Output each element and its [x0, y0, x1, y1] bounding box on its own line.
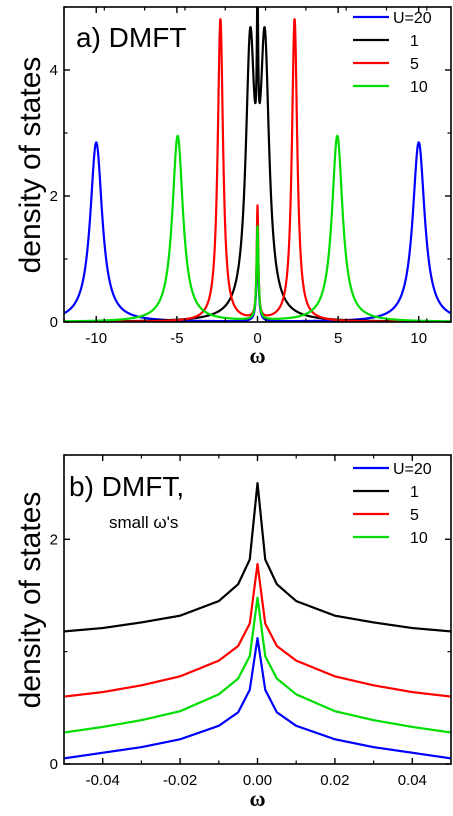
x-tick-label: 0.04 [398, 772, 427, 789]
y-tick-label: 0 [50, 756, 58, 773]
y-tick-label: 4 [50, 62, 58, 79]
series-line-1 [64, 481, 451, 633]
legend-label: U=20 [393, 461, 432, 478]
series-group [64, 481, 451, 760]
series-line-10 [64, 134, 451, 322]
legend-label: 1 [410, 33, 419, 50]
x-tick-label: 0.02 [320, 772, 349, 789]
legend: U=20 1 5 10 [353, 10, 432, 96]
panel-subtitle: small ω's [109, 513, 178, 532]
x-axis-label: ω [249, 343, 265, 368]
series-line-5 [64, 562, 451, 698]
x-tick-label: -5 [170, 330, 183, 347]
x-tick-label: 0.00 [243, 772, 272, 789]
y-tick-label: 2 [50, 188, 58, 205]
x-axis-label: ω [249, 786, 265, 811]
y-axis-label: density of states [14, 57, 47, 274]
legend-label: 5 [410, 56, 419, 73]
y-tick-label: 0 [50, 314, 58, 331]
x-tick-label: -0.04 [86, 772, 120, 789]
panel-a: -10 -5 0 5 10 0 2 4 ω density of states a) DMFT U=2… [14, 6, 452, 368]
y-axis-label: density of states [14, 492, 47, 709]
x-tick-label: 5 [334, 330, 342, 347]
x-tick-label: -0.02 [163, 772, 197, 789]
series-line-10 [64, 596, 451, 734]
x-tick-label: 10 [410, 330, 427, 347]
x-tick-label: -10 [85, 330, 107, 347]
series-line-u20 [64, 637, 451, 760]
legend-label: 10 [410, 530, 428, 547]
legend-label: U=20 [393, 10, 432, 27]
legend-label: 1 [410, 484, 419, 501]
legend: U=20 1 5 10 [353, 461, 432, 547]
panel-title: b) DMFT, [69, 471, 184, 502]
panel-b: -0.04 -0.02 0.00 0.02 0.04 0 2 ω density of stat… [14, 454, 452, 811]
panel-title: a) DMFT [76, 22, 186, 53]
legend-label: 10 [410, 79, 428, 96]
legend-label: 5 [410, 507, 419, 524]
x-tick-label: 0 [253, 330, 261, 347]
y-tick-label: 2 [50, 531, 58, 548]
